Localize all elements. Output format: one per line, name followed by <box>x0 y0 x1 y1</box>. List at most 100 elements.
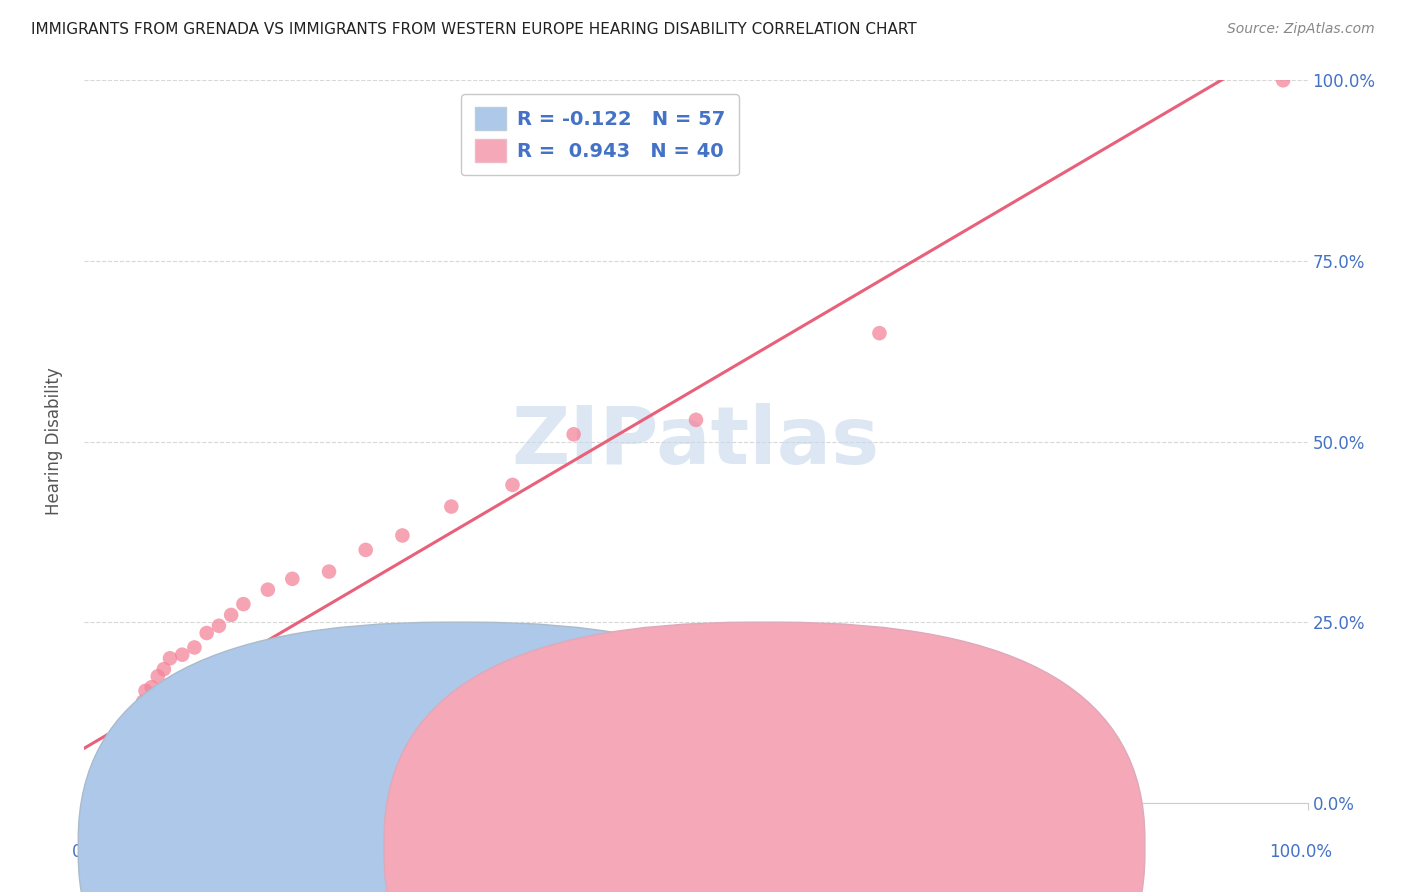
Point <box>110 790 132 805</box>
Point <box>104 764 127 778</box>
Point <box>122 723 145 738</box>
Point <box>91 789 114 804</box>
Point <box>146 669 169 683</box>
Point <box>159 790 181 805</box>
Point <box>87 791 110 805</box>
Point <box>318 565 340 579</box>
FancyBboxPatch shape <box>384 623 1144 892</box>
Point <box>87 790 110 805</box>
Point <box>77 789 100 804</box>
Point <box>172 791 194 805</box>
Point <box>146 790 169 805</box>
Point <box>96 791 118 805</box>
Text: IMMIGRANTS FROM GRENADA VS IMMIGRANTS FROM WESTERN EUROPE HEARING DISABILITY COR: IMMIGRANTS FROM GRENADA VS IMMIGRANTS FR… <box>31 22 917 37</box>
Point <box>97 790 120 805</box>
Point <box>141 791 163 805</box>
Point <box>90 790 112 805</box>
Point <box>219 607 242 622</box>
Point <box>153 662 176 676</box>
Point <box>153 791 176 805</box>
Point <box>112 748 135 763</box>
Point <box>84 789 107 803</box>
Point <box>86 789 108 804</box>
Point <box>354 542 377 557</box>
Point <box>232 597 254 611</box>
Point <box>103 790 125 805</box>
Point <box>115 741 138 756</box>
Text: Immigrants from Grenada: Immigrants from Grenada <box>478 847 693 864</box>
Point <box>502 478 524 492</box>
Point <box>97 768 120 782</box>
Point <box>97 790 120 805</box>
Point <box>83 790 105 805</box>
Text: 0.0%: 0.0% <box>72 843 114 861</box>
Point <box>79 788 101 802</box>
Legend: R = -0.122   N = 57, R =  0.943   N = 40: R = -0.122 N = 57, R = 0.943 N = 40 <box>461 94 740 176</box>
Point <box>281 572 304 586</box>
Point <box>685 413 707 427</box>
Point <box>391 528 413 542</box>
Point <box>128 791 150 805</box>
Point <box>107 761 129 775</box>
Point <box>112 790 135 805</box>
Point <box>96 774 118 789</box>
Point <box>87 790 110 805</box>
Point <box>89 791 111 805</box>
Point <box>562 427 585 442</box>
Point <box>125 790 148 805</box>
Text: 100.0%: 100.0% <box>1270 843 1331 861</box>
Point <box>128 702 150 716</box>
Point <box>77 791 100 805</box>
Point <box>83 782 105 797</box>
Point <box>159 651 181 665</box>
Point <box>82 790 104 805</box>
Point <box>77 790 100 805</box>
Point <box>105 790 128 805</box>
Point <box>80 789 103 803</box>
Point <box>100 791 122 805</box>
Point <box>80 791 103 805</box>
Point <box>75 792 97 806</box>
Point <box>132 695 155 709</box>
Point <box>107 791 129 805</box>
Point <box>79 789 101 804</box>
Point <box>141 680 163 694</box>
Y-axis label: Hearing Disability: Hearing Disability <box>45 368 63 516</box>
Point <box>90 790 112 805</box>
Point <box>86 780 108 794</box>
Point <box>257 582 280 597</box>
Point <box>208 619 231 633</box>
Point <box>135 790 157 805</box>
Point <box>120 727 142 741</box>
Point <box>172 648 194 662</box>
FancyBboxPatch shape <box>79 623 839 892</box>
Point <box>869 326 891 340</box>
Point <box>76 789 98 803</box>
Point <box>77 790 100 805</box>
Point <box>76 790 98 805</box>
Point <box>195 626 218 640</box>
Point <box>440 500 463 514</box>
Point <box>93 790 115 805</box>
Point <box>195 791 218 805</box>
Point <box>91 771 114 785</box>
Text: Immigrants from Western Europe: Immigrants from Western Europe <box>785 847 1060 864</box>
Point <box>82 789 104 804</box>
Point <box>100 765 122 780</box>
Point <box>120 790 142 805</box>
Point <box>135 683 157 698</box>
Point <box>183 640 205 655</box>
Point <box>86 792 108 806</box>
Point <box>87 778 110 792</box>
Point <box>84 790 107 805</box>
Point <box>83 791 105 805</box>
Point <box>125 716 148 731</box>
Point <box>115 791 138 805</box>
Point <box>87 789 110 803</box>
Point <box>91 791 114 805</box>
Text: Source: ZipAtlas.com: Source: ZipAtlas.com <box>1227 22 1375 37</box>
Point <box>77 789 100 803</box>
Point <box>183 790 205 805</box>
Point <box>79 781 101 796</box>
Point <box>132 790 155 805</box>
